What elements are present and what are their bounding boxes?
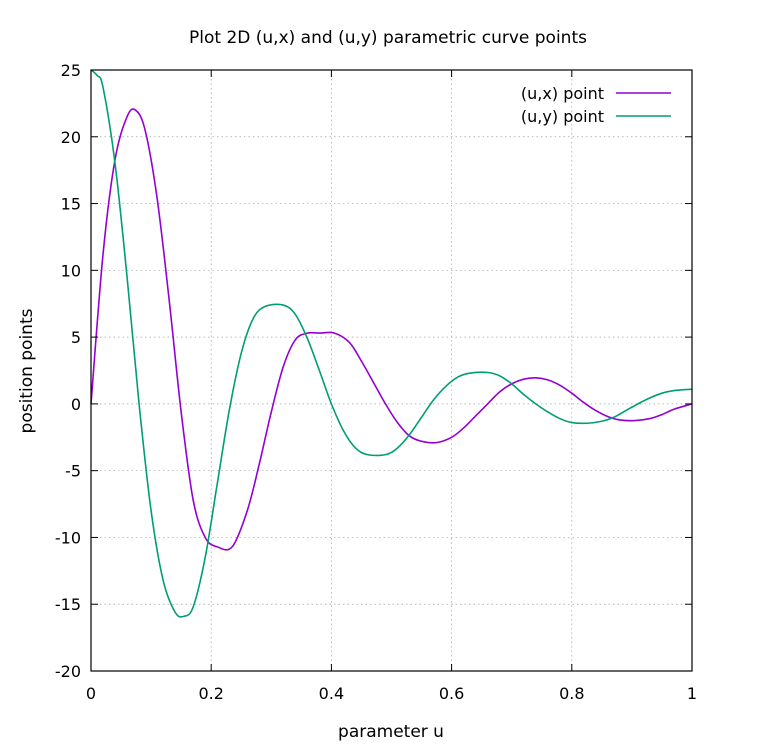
- y-tick: -20: [55, 662, 692, 681]
- grid: [91, 70, 692, 671]
- x-tick: 0.8: [559, 70, 585, 703]
- plot-frame: [90, 69, 693, 672]
- x-tick: 0.6: [439, 70, 464, 703]
- y-tick: 10: [61, 261, 692, 280]
- legend: (u,x) point (u,y) point: [521, 84, 671, 126]
- y-tick-label: -15: [55, 595, 81, 614]
- x-tick: 0: [86, 70, 96, 703]
- y-tick-label: -20: [55, 662, 81, 681]
- x-tick: 0.2: [198, 70, 224, 703]
- chart-title: Plot 2D (u,x) and (u,y) parametric curve…: [189, 28, 587, 48]
- y-tick: -5: [65, 462, 692, 481]
- y-tick-label: 10: [61, 261, 81, 280]
- y-tick: -10: [55, 528, 692, 547]
- y-tick: 0: [71, 395, 692, 414]
- y-tick-label: 20: [61, 128, 81, 147]
- series-line: [90, 108, 693, 551]
- x-tick-label: 0.8: [559, 684, 584, 703]
- y-tick-label: -10: [55, 528, 81, 547]
- y-tick: 15: [61, 195, 692, 214]
- x-tick: 1: [687, 70, 697, 703]
- x-tick-label: 0.4: [319, 684, 344, 703]
- x-axis-label: parameter u: [338, 722, 444, 742]
- x-tick-label: 1: [687, 684, 697, 703]
- legend-label: (u,x) point: [521, 84, 604, 103]
- series-line: [90, 69, 693, 618]
- y-axis-label: position points: [17, 308, 37, 433]
- y-tick: -15: [55, 595, 692, 614]
- x-tick-label: 0.6: [439, 684, 464, 703]
- y-tick: 25: [61, 61, 692, 80]
- y-tick-label: 25: [61, 61, 81, 80]
- x-tick-label: 0: [86, 684, 96, 703]
- y-tick-label: 0: [71, 395, 81, 414]
- y-tick: 20: [61, 128, 692, 147]
- y-tick: 5: [71, 328, 692, 347]
- y-tick-label: 5: [71, 328, 81, 347]
- legend-label: (u,y) point: [521, 107, 604, 126]
- series-layer: [90, 69, 693, 618]
- legend-entry: (u,x) point: [521, 84, 671, 103]
- ticks: 0 0.2 0.4 0.6 0.8 1 25 20 15 10 5 0 -5 -10 -15 -20: [55, 61, 697, 703]
- x-tick: 0.4: [319, 70, 344, 703]
- y-tick-label: -5: [65, 462, 81, 481]
- legend-entry: (u,y) point: [521, 107, 671, 126]
- y-tick-label: 15: [61, 195, 81, 214]
- x-tick-label: 0.2: [198, 684, 223, 703]
